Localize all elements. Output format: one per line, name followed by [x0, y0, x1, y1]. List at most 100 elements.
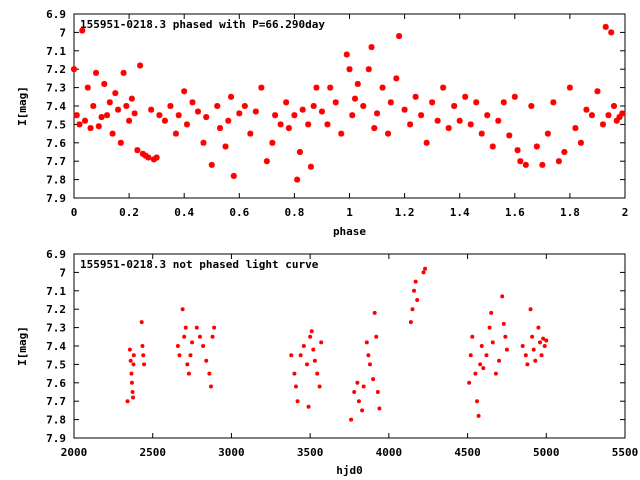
data-point — [312, 358, 317, 363]
data-point — [423, 266, 428, 271]
x-tick-label: 0.8 — [284, 206, 304, 219]
data-point — [128, 95, 135, 102]
data-point — [429, 99, 436, 106]
data-point — [360, 103, 367, 109]
data-point — [301, 344, 306, 348]
x-tick-label: 1.8 — [560, 206, 580, 219]
data-point — [445, 125, 452, 132]
data-point — [197, 334, 202, 339]
data-point — [412, 93, 419, 100]
data-point — [129, 380, 134, 385]
x-tick-label: 0.6 — [229, 206, 249, 219]
data-point — [467, 380, 472, 385]
y-tick-label: 7.6 — [46, 137, 66, 150]
data-point — [374, 334, 379, 339]
y-tick-label: 7.5 — [46, 118, 66, 131]
data-point — [489, 143, 496, 150]
data-point — [421, 270, 426, 275]
chart-title: 155951-0218.3 phased with P=66.290day — [80, 18, 325, 31]
data-point — [241, 103, 248, 109]
plot-frame — [73, 253, 626, 439]
data-point — [203, 114, 210, 121]
data-point — [588, 112, 595, 119]
data-point — [354, 80, 361, 87]
data-point — [379, 84, 386, 91]
data-point — [371, 125, 378, 132]
data-point — [364, 340, 369, 345]
data-point — [475, 399, 480, 404]
y-tick-label: 7.3 — [46, 322, 66, 335]
data-point — [605, 112, 612, 119]
data-point — [346, 66, 353, 73]
data-point — [120, 69, 127, 76]
data-point — [185, 362, 190, 367]
y-tick-label: 6.9 — [46, 248, 66, 261]
y-tick-label: 7.4 — [46, 100, 66, 113]
x-tick-label: 5500 — [612, 446, 639, 459]
data-point — [537, 340, 542, 345]
data-point — [313, 84, 320, 91]
data-point — [285, 125, 292, 132]
data-point — [583, 106, 590, 113]
x-tick-label: 1 — [346, 206, 353, 219]
data-point — [186, 371, 191, 376]
data-point — [514, 147, 521, 154]
data-point — [283, 99, 290, 106]
data-point — [175, 344, 180, 348]
data-point — [479, 344, 484, 348]
data-point — [98, 114, 105, 121]
data-point — [504, 347, 509, 352]
data-point — [106, 99, 113, 106]
y-axis-label: I[mag] — [16, 326, 29, 366]
y-tick-label: 7.6 — [46, 377, 66, 390]
data-point — [355, 380, 360, 385]
y-tick-label: 7 — [59, 266, 66, 279]
data-point — [462, 93, 469, 100]
data-point — [478, 362, 483, 367]
data-point — [208, 384, 213, 389]
data-point — [360, 408, 365, 413]
data-point — [327, 84, 334, 91]
data-point — [131, 395, 136, 400]
data-point — [375, 390, 380, 394]
data-point — [528, 103, 535, 109]
data-point — [291, 112, 298, 119]
data-point — [90, 103, 97, 109]
data-point — [188, 353, 193, 358]
data-point — [305, 121, 312, 128]
data-point — [365, 66, 372, 73]
data-point — [338, 130, 345, 137]
x-tick-label: 1.6 — [505, 206, 525, 219]
data-point — [172, 130, 179, 137]
data-point — [269, 139, 276, 146]
data-point — [374, 110, 381, 117]
data-point — [145, 154, 152, 161]
data-point — [177, 353, 182, 358]
data-point — [217, 125, 224, 132]
data-point — [298, 353, 303, 358]
data-point — [541, 336, 546, 341]
data-point — [481, 366, 486, 371]
data-point — [212, 325, 217, 330]
data-point — [190, 340, 195, 345]
data-point — [352, 95, 359, 102]
y-tick-label: 7.1 — [46, 45, 66, 58]
data-point — [497, 358, 502, 363]
data-point — [210, 334, 215, 339]
data-point — [602, 23, 609, 30]
data-point — [222, 143, 229, 150]
y-tick-label: 7.8 — [46, 174, 66, 187]
data-point — [127, 347, 132, 352]
data-point — [129, 371, 134, 376]
y-tick-label: 7.9 — [46, 432, 66, 445]
data-point — [619, 110, 626, 117]
data-point — [500, 99, 507, 106]
data-point — [230, 172, 237, 179]
data-point — [310, 103, 317, 109]
data-point — [296, 149, 303, 155]
data-point — [236, 110, 243, 117]
x-tick-label: 1.2 — [395, 206, 415, 219]
data-point — [440, 84, 447, 91]
data-point — [130, 390, 135, 394]
